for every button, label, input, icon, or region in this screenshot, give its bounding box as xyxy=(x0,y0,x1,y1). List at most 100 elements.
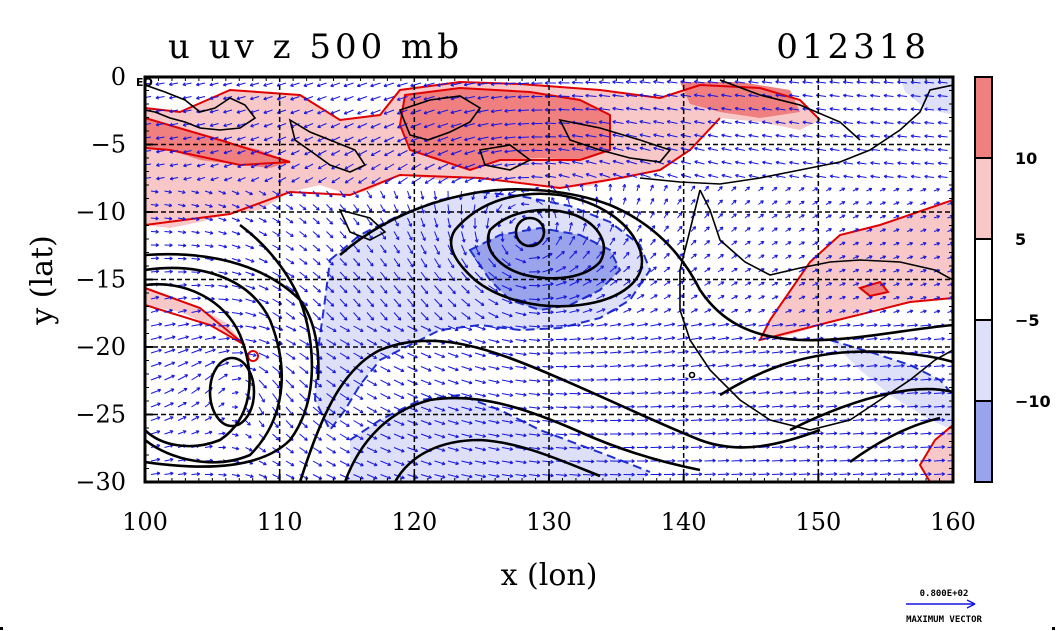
wind-vector xyxy=(356,82,368,88)
wind-vector xyxy=(396,109,408,115)
wind-vector xyxy=(164,374,175,381)
wind-vector xyxy=(393,298,402,308)
wind-vector xyxy=(353,406,364,414)
wind-vector xyxy=(164,229,173,234)
wind-vector xyxy=(380,312,388,321)
wind-vector xyxy=(299,271,308,279)
wind-vector xyxy=(339,231,347,239)
wind-vector xyxy=(339,420,350,427)
wind-vector xyxy=(383,136,395,143)
wind-vector xyxy=(303,109,314,115)
colorbar-band xyxy=(974,238,993,321)
wind-vector xyxy=(236,123,246,128)
wind-vector xyxy=(339,258,348,266)
wind-vector xyxy=(231,258,242,263)
wind-vector xyxy=(312,244,321,252)
wind-vector xyxy=(156,163,165,167)
wind-vector xyxy=(299,379,309,388)
wind-vector xyxy=(353,379,364,387)
wind-vector xyxy=(250,123,260,128)
vector-legend-value: 0.800E+02 xyxy=(920,589,969,599)
wind-vector xyxy=(285,460,295,467)
wind-vector xyxy=(312,217,320,225)
wind-vector xyxy=(420,352,432,359)
wind-vector xyxy=(263,150,273,155)
wind-vector xyxy=(250,163,260,169)
wind-vector xyxy=(357,136,368,143)
wind-vector xyxy=(258,325,270,331)
wind-vector xyxy=(312,312,321,321)
wind-vector xyxy=(299,231,307,238)
wind-vector xyxy=(285,420,294,429)
wind-vector xyxy=(204,283,215,288)
wind-vector xyxy=(204,190,213,195)
wind-vector xyxy=(317,109,327,115)
wind-vector xyxy=(204,204,213,208)
wind-vector xyxy=(285,393,294,403)
wind-vector xyxy=(191,257,201,261)
wind-vector xyxy=(285,447,294,454)
wind-vector xyxy=(420,366,432,372)
wind-vector xyxy=(204,322,217,327)
wind-vector xyxy=(423,96,435,101)
wind-vector xyxy=(339,285,348,294)
wind-vector xyxy=(258,231,268,237)
wind-vector xyxy=(277,136,287,142)
wind-vector xyxy=(371,177,381,184)
wind-vector xyxy=(407,366,418,372)
x-axis-label: x (lon) xyxy=(501,558,598,593)
wind-vector xyxy=(223,177,233,182)
wind-vector xyxy=(263,96,273,101)
wind-vector xyxy=(231,190,240,195)
wind-vector xyxy=(380,204,386,213)
wind-vector xyxy=(366,460,378,467)
wind-vector xyxy=(191,309,201,314)
colorbar-band xyxy=(974,319,993,402)
wind-vector xyxy=(383,82,395,88)
wind-vector xyxy=(393,258,401,268)
wind-vector xyxy=(245,433,252,439)
wind-vector xyxy=(303,82,314,88)
wind-vector xyxy=(312,258,321,266)
wind-vector xyxy=(231,298,243,303)
wind-vector xyxy=(218,297,229,302)
y-tick-label: −10 xyxy=(75,198,126,226)
wind-vector xyxy=(204,217,214,222)
wind-vector xyxy=(370,109,381,115)
colorbar: 10 5 −5 −10 xyxy=(974,76,1051,483)
wind-vector xyxy=(272,190,280,196)
wind-vector xyxy=(380,366,391,373)
wind-vector xyxy=(353,298,361,308)
wind-vector xyxy=(191,217,200,222)
wind-vector xyxy=(258,204,267,209)
wind-vector xyxy=(218,387,226,394)
wind-vector xyxy=(245,312,257,317)
wind-vector xyxy=(218,361,230,367)
wind-vector xyxy=(231,311,243,316)
wind-vector xyxy=(339,352,350,360)
wind-vector xyxy=(272,271,282,278)
wind-vector xyxy=(326,447,336,454)
wind-vector xyxy=(191,230,200,235)
wind-vector xyxy=(164,189,173,194)
wind-vector xyxy=(380,285,388,294)
wind-vector xyxy=(366,312,375,321)
wind-vector xyxy=(164,256,173,261)
wind-vector xyxy=(339,406,350,414)
wind-vector xyxy=(164,322,176,327)
wind-vector xyxy=(357,123,368,129)
wind-vector xyxy=(312,204,320,211)
wind-vector xyxy=(177,401,187,408)
wind-vector xyxy=(209,96,219,100)
chart-title: u uv z 500 mb xyxy=(168,27,463,67)
wind-vector xyxy=(353,285,361,294)
wind-vector xyxy=(344,163,354,170)
wind-vector xyxy=(223,136,233,141)
wind-vector xyxy=(209,82,219,87)
wind-vector xyxy=(191,430,200,435)
wind-vector xyxy=(218,244,228,249)
wind-vector xyxy=(177,269,187,274)
wind-vector xyxy=(366,244,374,253)
wind-vector xyxy=(218,217,227,222)
wind-vector xyxy=(353,312,361,321)
